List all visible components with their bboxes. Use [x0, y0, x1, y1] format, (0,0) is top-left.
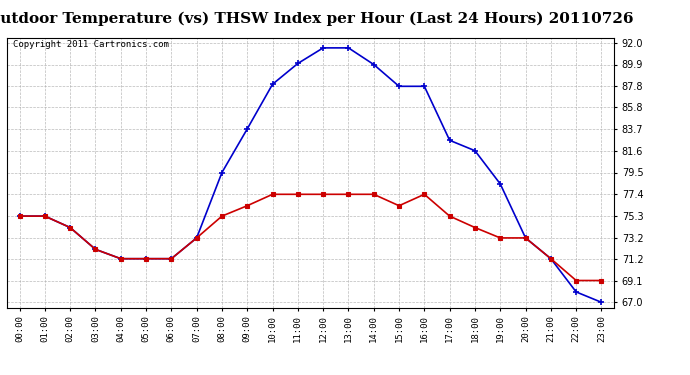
Text: Outdoor Temperature (vs) THSW Index per Hour (Last 24 Hours) 20110726: Outdoor Temperature (vs) THSW Index per …	[0, 11, 633, 26]
Text: Copyright 2011 Cartronics.com: Copyright 2011 Cartronics.com	[13, 40, 169, 49]
